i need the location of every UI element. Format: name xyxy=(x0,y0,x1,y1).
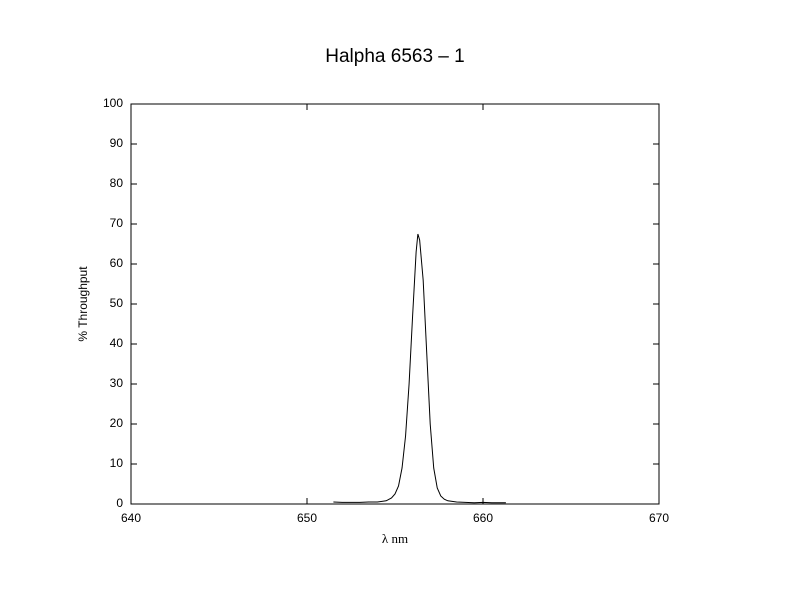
line-series xyxy=(333,233,506,504)
y-tick-label: 20 xyxy=(110,416,124,430)
plot-frame xyxy=(130,103,660,505)
x-tick-label: 650 xyxy=(297,511,317,525)
x-axis-label: λ nm xyxy=(382,531,408,546)
y-tick-label: 30 xyxy=(110,376,124,390)
y-tick-label: 70 xyxy=(110,216,124,230)
y-tick-label: 0 xyxy=(116,496,123,510)
x-tick-label: 660 xyxy=(473,511,493,525)
x-tick-label: 640 xyxy=(121,511,141,525)
y-tick-label: 10 xyxy=(110,456,124,470)
y-tick-label: 100 xyxy=(103,96,123,110)
x-tick-label: 670 xyxy=(649,511,669,525)
y-tick-label: 60 xyxy=(110,256,124,270)
y-tick-label: 50 xyxy=(110,296,124,310)
y-tick-label: 40 xyxy=(110,336,124,350)
y-tick-label: 80 xyxy=(110,176,124,190)
y-tick-label: 90 xyxy=(110,136,124,150)
chart-title: Halpha 6563 – 1 xyxy=(325,46,464,67)
y-axis-label: % Throughput xyxy=(76,266,90,342)
